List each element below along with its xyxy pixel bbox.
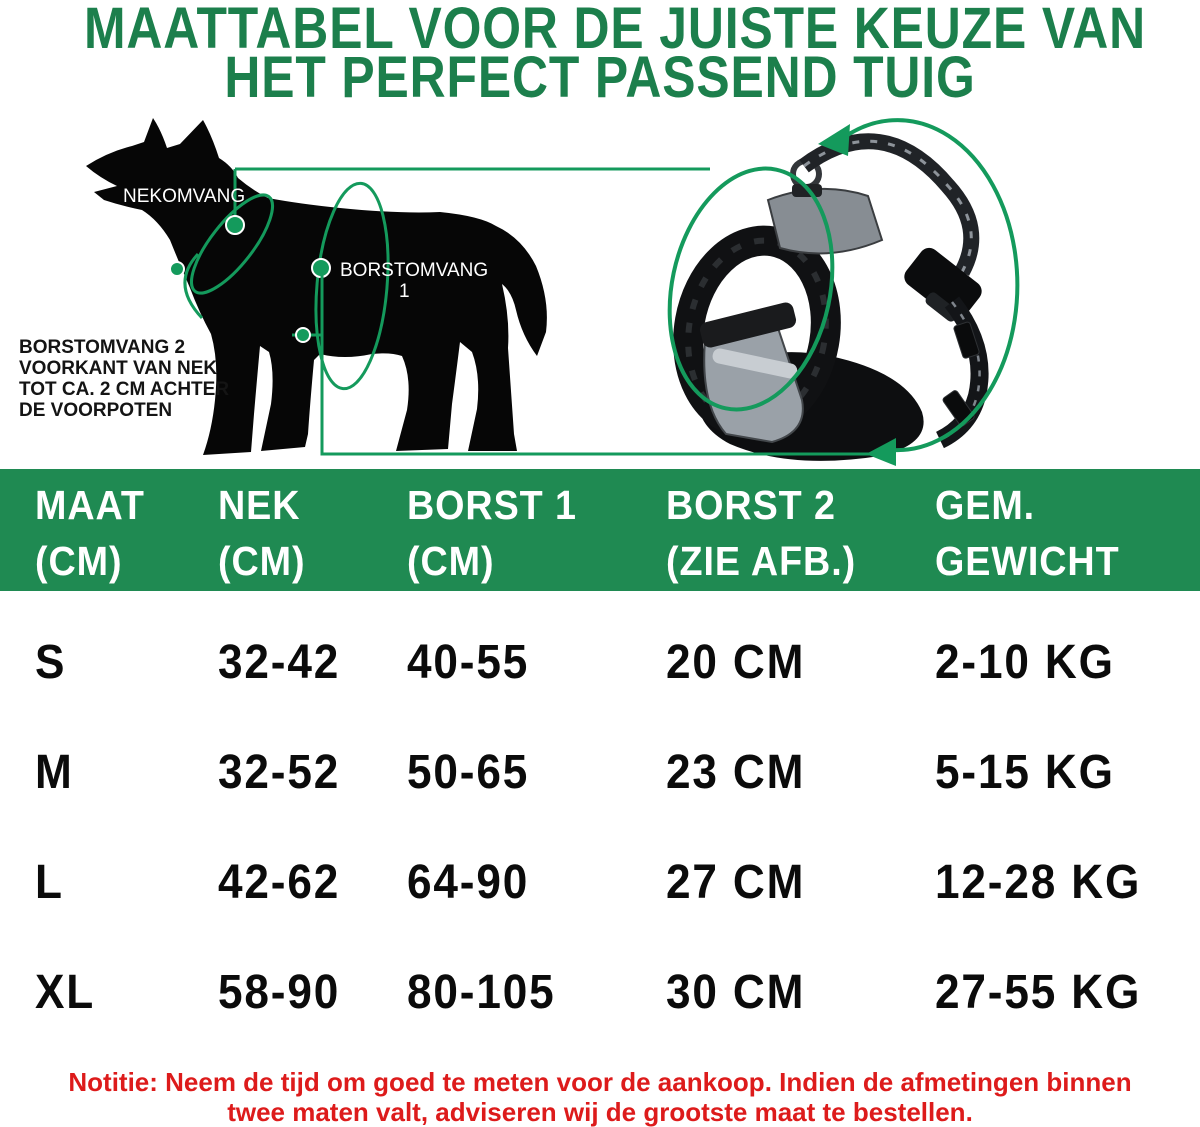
neck-measure-ellipse <box>190 193 274 295</box>
cell-nek: 58-90 <box>218 965 341 1019</box>
table-row-l: L 42-62 64-90 27 CM 12-28 KG <box>0 827 1200 937</box>
cell-borst1: 64-90 <box>407 855 530 909</box>
measurement-diagram: NEKOMVANG BORSTOMVANG 1 BORSTOMVANG 2 VO… <box>0 104 1200 469</box>
neck-label: NEKOMVANG <box>123 186 245 207</box>
note-line-1: Notitie: Neem de tijd om goed te meten v… <box>68 1067 1132 1097</box>
cell-maat: XL <box>35 965 96 1019</box>
harness-slider-bottom <box>942 390 975 427</box>
note-line-2: twee maten valt, adviseren wij de groots… <box>227 1097 973 1127</box>
table-row-s: S 32-42 40-55 20 CM 2-10 KG <box>0 607 1200 717</box>
harness-reflective-stripe <box>712 348 798 379</box>
front-leg-dot <box>295 327 311 343</box>
size-table-body: S 32-42 40-55 20 CM 2-10 KG M 32-52 50-6… <box>0 591 1200 1047</box>
page-title-line-1: MAATTABEL VOOR DE JUISTE KEUZE VAN <box>84 0 1147 61</box>
header-nek: NEK (CM) <box>218 482 306 584</box>
harness-arrowhead-bottom <box>866 438 896 466</box>
chest-front-dot <box>169 261 185 277</box>
chest1-label-line1: BORSTOMVANG <box>340 260 488 281</box>
header-maat: MAAT (CM) <box>35 482 145 584</box>
neck-measure-dot <box>225 215 245 235</box>
cell-gewicht: 2-10 KG <box>935 635 1115 689</box>
cell-borst2: 30 CM <box>666 965 806 1019</box>
cell-gewicht: 27-55 KG <box>935 965 1142 1019</box>
header-borst2: BORST 2 (ZIE AFB.) <box>666 482 857 584</box>
cell-borst1: 80-105 <box>407 965 556 1019</box>
chest2-label-line2: VOORKANT VAN NEK <box>19 358 217 379</box>
chest2-label-line1: BORSTOMVANG 2 <box>19 337 185 358</box>
cell-borst1: 50-65 <box>407 745 530 799</box>
size-table: MAAT (CM) NEK (CM) BORST 1 (CM) BORST 2 … <box>0 469 1200 1047</box>
cell-borst1: 40-55 <box>407 635 530 689</box>
cell-borst2: 27 CM <box>666 855 806 909</box>
harness-arrowhead-top <box>818 124 850 156</box>
table-row-xl: XL 58-90 80-105 30 CM 27-55 KG <box>0 937 1200 1047</box>
measurement-note: Notitie: Neem de tijd om goed te meten v… <box>0 1067 1200 1127</box>
harness-chest-strap <box>699 302 797 348</box>
cell-borst2: 23 CM <box>666 745 806 799</box>
harness-slider-top <box>953 321 980 359</box>
cell-gewicht: 5-15 KG <box>935 745 1115 799</box>
size-table-header: MAAT (CM) NEK (CM) BORST 1 (CM) BORST 2 … <box>0 469 1200 591</box>
cell-maat: M <box>35 745 74 799</box>
measurement-annotations <box>169 118 1020 466</box>
page-title: MAATTABEL VOOR DE JUISTE KEUZE VAN HET P… <box>0 0 1200 110</box>
header-gewicht: GEM. GEWICHT <box>935 482 1120 584</box>
page-title-line-2: HET PERFECT PASSEND TUIG <box>224 45 976 110</box>
harness-circle-arrow <box>841 118 1020 453</box>
cell-nek: 32-52 <box>218 745 341 799</box>
harness-neck-ellipse <box>667 166 835 412</box>
chest1-label-line2: 1 <box>399 281 410 302</box>
girth-measure-ellipse <box>314 181 390 391</box>
table-row-m: M 32-52 50-65 23 CM 5-15 KG <box>0 717 1200 827</box>
chest2-label-line3: TOT CA. 2 CM ACHTER <box>19 379 229 400</box>
girth-drop-line <box>320 268 880 456</box>
cell-gewicht: 12-28 KG <box>935 855 1142 909</box>
cell-nek: 42-62 <box>218 855 341 909</box>
cell-maat: S <box>35 635 67 689</box>
chest-front-curve <box>183 252 204 320</box>
cell-maat: L <box>35 855 64 909</box>
diagram-canvas: NEKOMVANG BORSTOMVANG 1 BORSTOMVANG 2 VO… <box>19 118 1020 466</box>
cell-borst2: 20 CM <box>666 635 806 689</box>
chest2-label-line4: DE VOORPOTEN <box>19 400 172 421</box>
header-borst1: BORST 1 (CM) <box>407 482 577 584</box>
cell-nek: 32-42 <box>218 635 341 689</box>
